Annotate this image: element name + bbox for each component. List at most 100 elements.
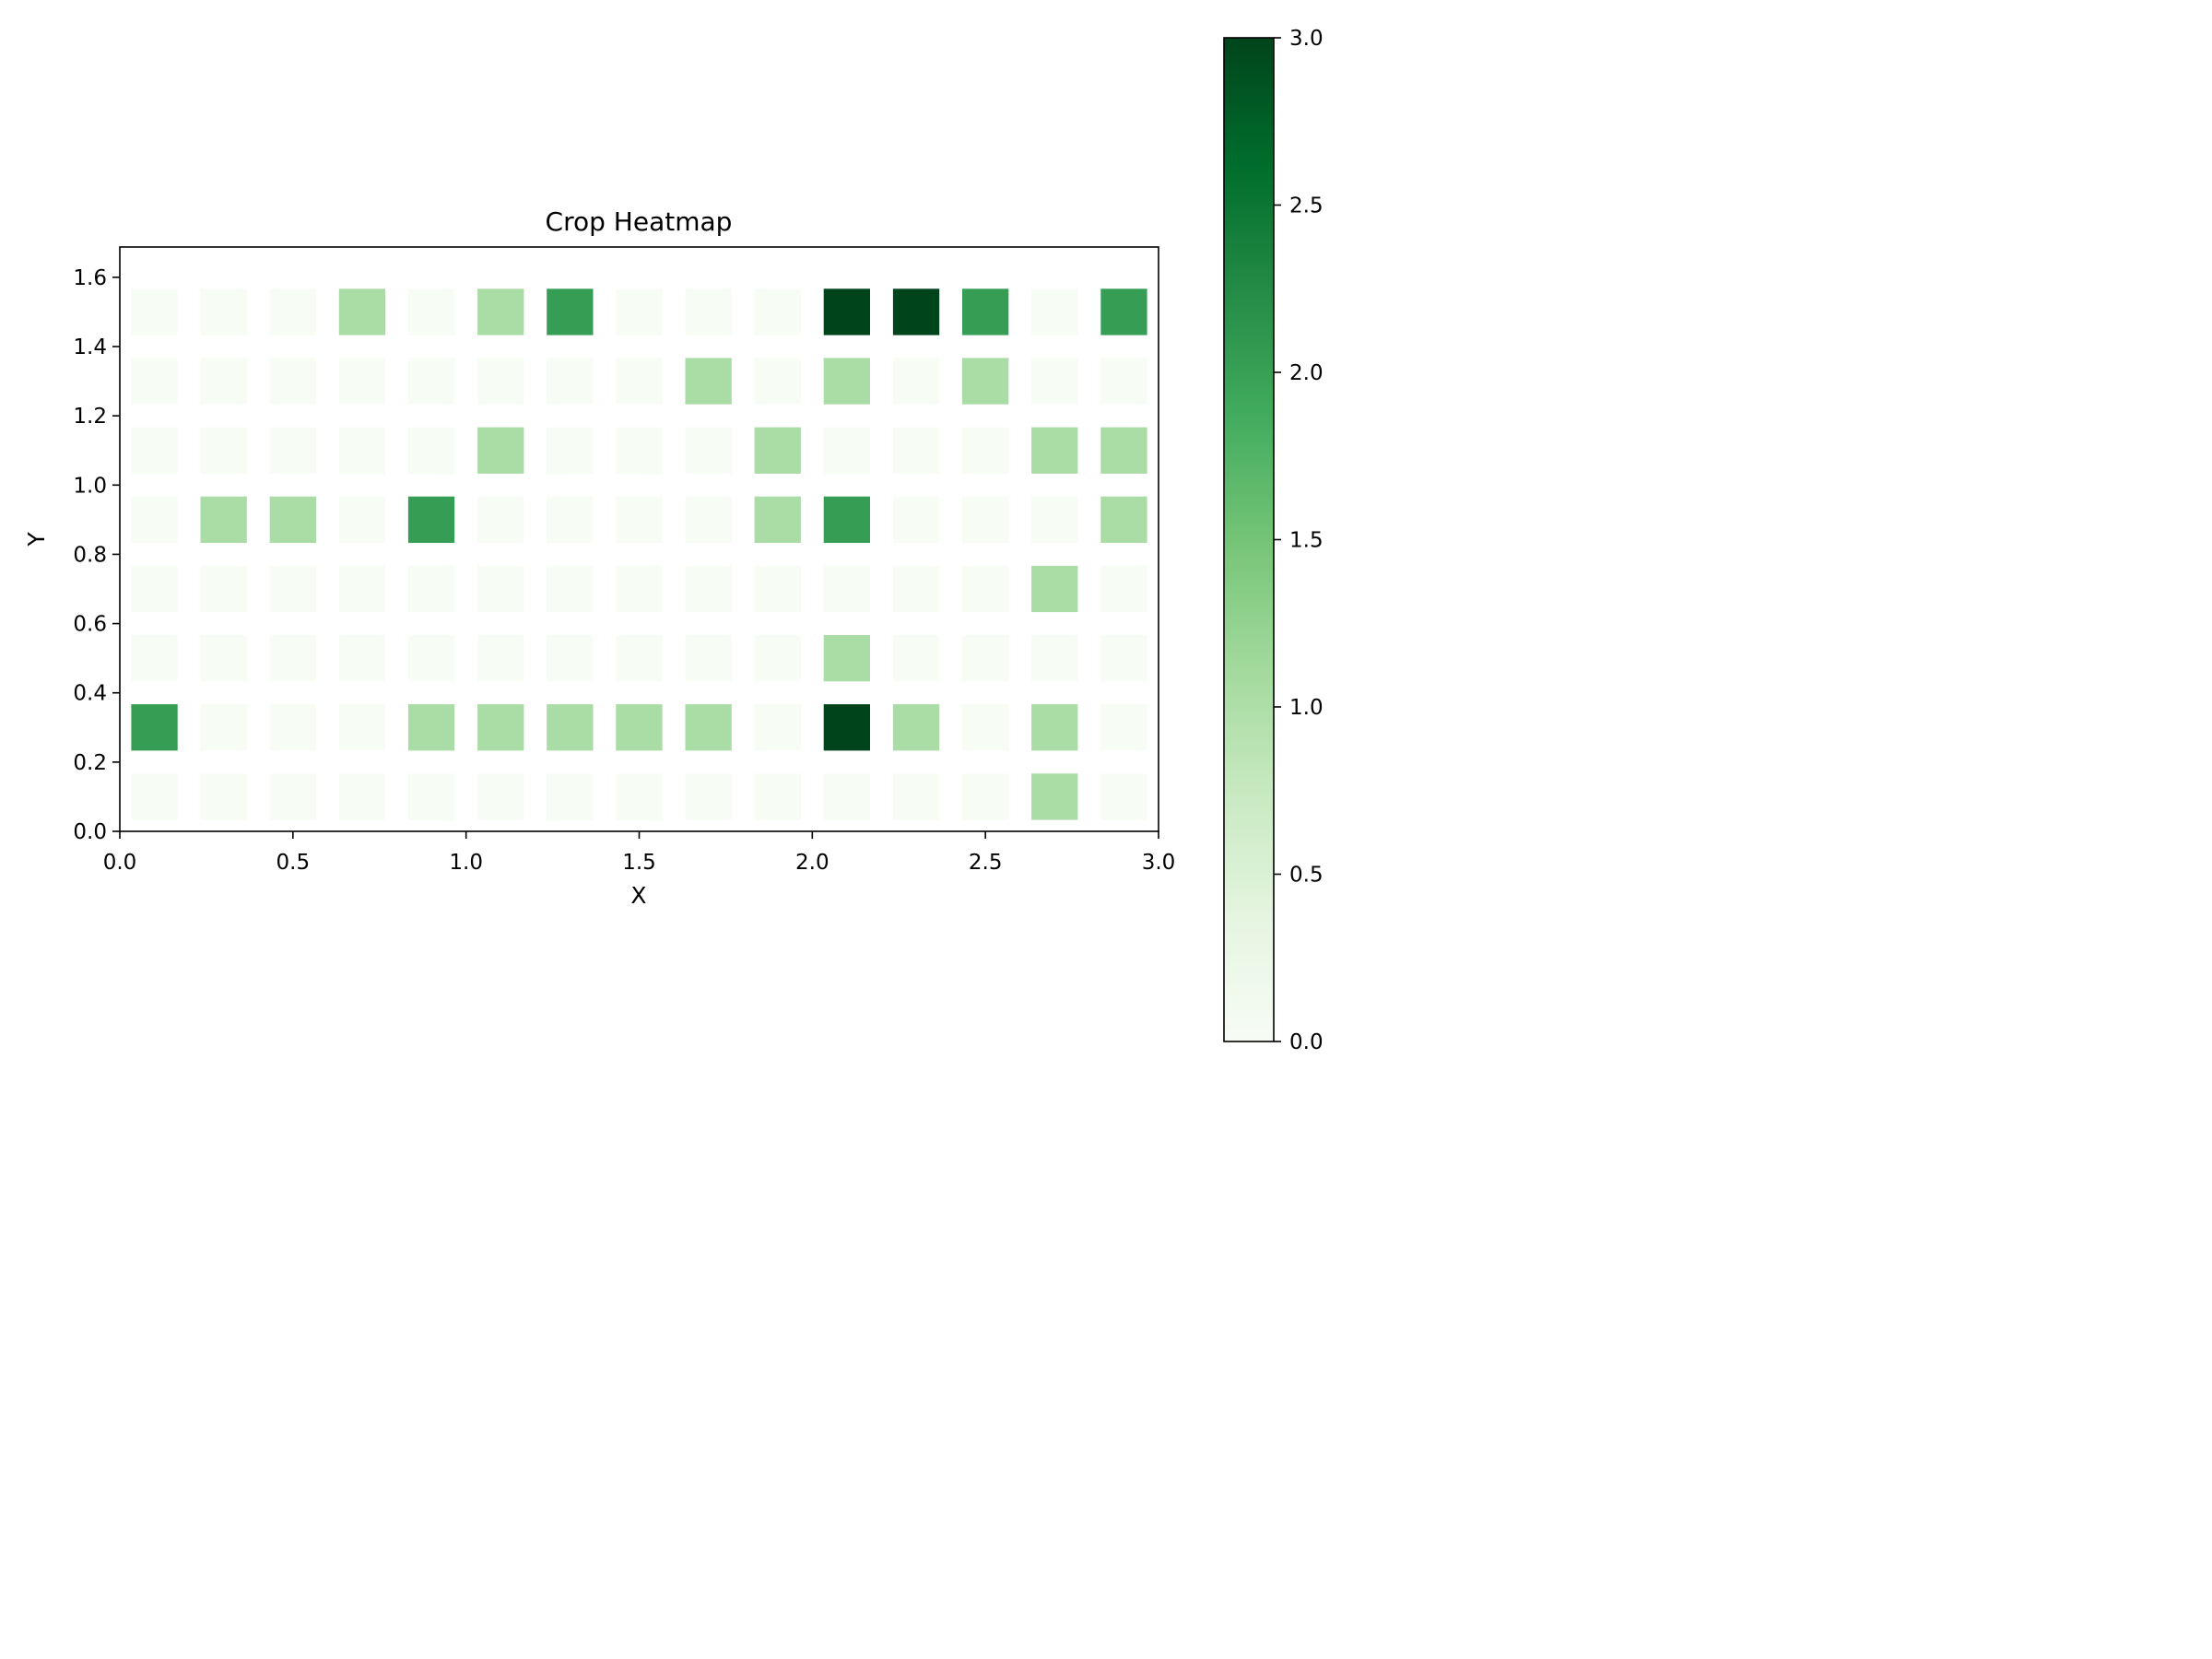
heatmap-cell [200,427,247,474]
heatmap-cell [477,565,524,613]
y-tick-label: 0.8 [73,543,107,567]
heatmap-cell [477,773,524,820]
y-tick-label: 0.6 [73,613,107,637]
heatmap-cell [1031,288,1078,335]
heatmap-cell [200,565,247,613]
heatmap-cell [962,704,1009,751]
heatmap-cell [685,704,732,751]
heatmap-cell [477,704,524,751]
y-tick-label: 1.4 [73,335,107,359]
heatmap-cell [892,565,940,613]
heatmap-cell [685,288,732,335]
heatmap-cell [131,288,178,335]
heatmap-cell [823,358,870,405]
heatmap-cell [338,288,386,335]
heatmap-cell [547,288,594,335]
heatmap-cell [685,427,732,474]
heatmap-cell [892,358,940,405]
y-tick-label: 0.0 [73,820,107,844]
y-tick-label: 0.4 [73,682,107,706]
x-tick-label: 0.5 [276,851,311,875]
heatmap-cell [547,496,594,543]
heatmap-cell [477,288,524,335]
heatmap-cell [823,427,870,474]
heatmap-cell [685,565,732,613]
heatmap-cell [754,704,801,751]
heatmap-cell [407,635,455,682]
colorbar [1223,37,1275,1042]
colorbar-tick-label: 3.0 [1289,27,1324,51]
heatmap-cell [1100,288,1147,335]
y-tick-label: 1.0 [73,474,107,498]
heatmap-cell [407,773,455,820]
heatmap-cell [892,427,940,474]
heatmap-cell [616,288,663,335]
heatmap-cell [1031,635,1078,682]
heatmap-cell [407,496,455,543]
heatmap-cell [477,358,524,405]
colorbar-tick-label: 2.0 [1289,361,1324,385]
heatmap-cell [1031,704,1078,751]
heatmap-cell [269,704,316,751]
heatmap-cell [200,288,247,335]
heatmap-cell [754,565,801,613]
heatmap-cell [477,427,524,474]
heatmap-cell [477,496,524,543]
heatmap-cell [685,496,732,543]
heatmap-cell [962,358,1009,405]
heatmap-cell [1100,358,1147,405]
heatmap-cell [200,704,247,751]
heatmap-cell [892,773,940,820]
heatmap-cell [823,704,870,751]
x-axis: 0.0 0.5 1.0 1.5 2.0 2.5 3.0 [103,831,1176,875]
y-axis-label: Y [23,532,50,547]
heatmap-cell [1031,773,1078,820]
heatmap-cell [1100,427,1147,474]
x-tick-label: 3.0 [1142,851,1176,875]
colorbar-tick-label: 1.0 [1289,696,1324,720]
heatmap-cell [616,358,663,405]
heatmap-cell [407,427,455,474]
heatmap-cell [892,635,940,682]
heatmap-cell [616,496,663,543]
heatmap-cell [200,635,247,682]
heatmap-cell [892,704,940,751]
x-tick-label: 1.0 [449,851,483,875]
x-tick-label: 2.0 [795,851,830,875]
heatmap-cell [616,565,663,613]
x-tick-label: 0.0 [103,851,137,875]
heatmap-cell [1100,496,1147,543]
heatmap-cell [547,704,594,751]
heatmap-cell [200,773,247,820]
heatmap-cell [407,565,455,613]
heatmap-cell [547,773,594,820]
heatmap-cell [1031,565,1078,613]
heatmap-cell [131,565,178,613]
heatmap-cell [407,704,455,751]
heatmap-cell [269,773,316,820]
heatmap-cell [1031,358,1078,405]
heatmap-cell [1031,496,1078,543]
heatmap-cell [407,358,455,405]
heatmap-cells [131,288,1147,820]
heatmap-cell [269,427,316,474]
heatmap-cell [269,565,316,613]
x-tick-label: 2.5 [969,851,1003,875]
heatmap-cell [1100,565,1147,613]
heatmap-cell [269,358,316,405]
heatmap-cell [131,496,178,543]
chart-title: Crop Heatmap [546,206,733,237]
figure: Crop Heatmap 0.0 0.5 1.0 1.5 2.0 2.5 3.0 0.00.… [23,27,1324,1054]
heatmap-cell [131,635,178,682]
heatmap-cell [962,565,1009,613]
heatmap-cell [616,704,663,751]
heatmap-cell [338,427,386,474]
heatmap-cell [616,427,663,474]
heatmap-cell [547,635,594,682]
heatmap-cell [962,635,1009,682]
heatmap-cell [338,773,386,820]
heatmap-cell [338,704,386,751]
heatmap-cell [823,773,870,820]
x-tick-label: 1.5 [622,851,656,875]
heatmap-cell [754,427,801,474]
